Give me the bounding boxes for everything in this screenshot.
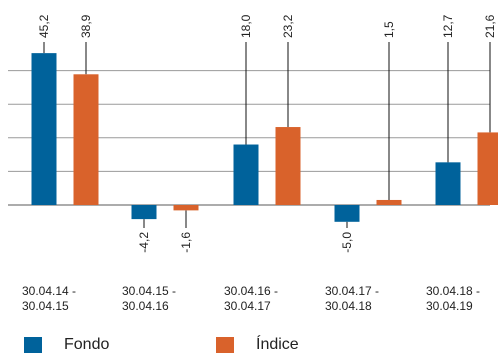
- value-label: -1,6: [179, 232, 193, 253]
- value-label: 1,5: [382, 21, 396, 38]
- legend-fondo: Fondo: [24, 336, 109, 354]
- bar-indice: [275, 127, 301, 205]
- legend-fondo-swatch: [24, 337, 42, 353]
- bar-fondo: [233, 144, 259, 205]
- category-label: 30.04.16 - 30.04.17: [224, 284, 279, 313]
- category-label: 30.04.14 - 30.04.15: [22, 284, 77, 313]
- bar-fondo: [131, 205, 157, 220]
- bar-fondo: [435, 162, 461, 205]
- value-label: 12,7: [441, 14, 455, 38]
- category-label: 30.04.15 - 30.04.16: [122, 284, 177, 313]
- label-leader-lines: [43, 42, 491, 228]
- legend-fondo-label: Fondo: [64, 336, 110, 353]
- value-label: 45,2: [37, 14, 51, 38]
- category-label: 30.04.18 - 30.04.19: [426, 284, 481, 313]
- bar-indice: [73, 74, 99, 206]
- value-label: 21,6: [483, 14, 497, 38]
- value-label: 18,0: [239, 14, 253, 38]
- legend-indice-label: Índice: [256, 336, 299, 353]
- bar-indice: [477, 132, 498, 205]
- bar-fondo: [31, 53, 57, 206]
- category-label: 30.04.17 - 30.04.18: [325, 284, 380, 313]
- value-label: 23,2: [281, 14, 295, 38]
- bar-indice: [173, 205, 199, 211]
- bar-fondo: [334, 205, 360, 222]
- value-label: -5,0: [340, 232, 354, 253]
- legend-indice-swatch: [216, 337, 234, 353]
- value-label: -4,2: [137, 232, 151, 253]
- value-label: 38,9: [79, 14, 93, 38]
- value-labels: 45,2 -4,2 18,0 -5,0 12,7 38,9 -1,6 23,2 1,5 21,6: [37, 14, 497, 252]
- legend-indice: Índice: [216, 336, 299, 354]
- bars: [31, 53, 498, 222]
- bar-indice: [376, 199, 402, 205]
